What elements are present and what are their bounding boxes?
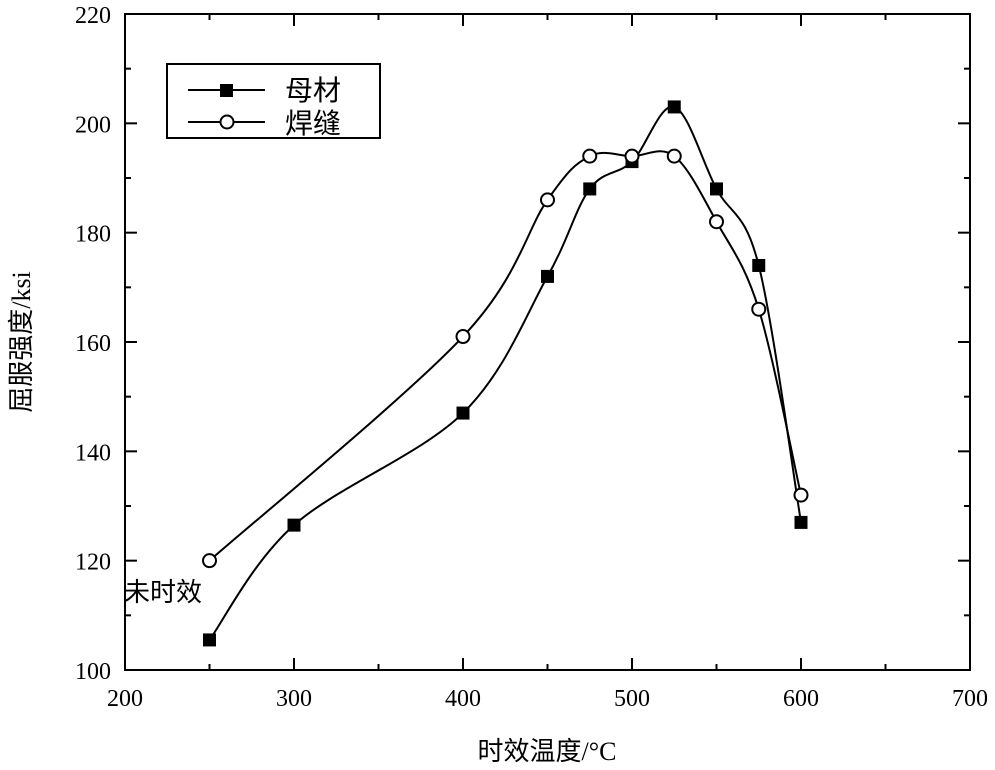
y-tick-label: 140 bbox=[75, 440, 111, 466]
legend-marker-square bbox=[220, 84, 233, 97]
data-point-square bbox=[456, 406, 470, 420]
y-tick-label: 220 bbox=[75, 3, 111, 29]
x-tick-label: 200 bbox=[107, 686, 143, 712]
data-point-square bbox=[710, 182, 723, 196]
x-tick-label: 400 bbox=[445, 686, 481, 712]
x-tick-label: 300 bbox=[276, 686, 312, 712]
data-point-circle bbox=[793, 487, 809, 503]
y-tick-label: 200 bbox=[75, 112, 111, 138]
data-point-circle bbox=[202, 553, 217, 569]
data-point-square bbox=[541, 269, 554, 283]
legend-marker-circle bbox=[219, 114, 235, 130]
data-point-square bbox=[203, 633, 216, 647]
x-tick-label: 500 bbox=[614, 686, 650, 712]
legend-label-base: 母材 bbox=[285, 75, 341, 107]
axis-ticks bbox=[124, 13, 971, 671]
data-point-circle bbox=[624, 148, 640, 164]
data-point-circle bbox=[751, 301, 767, 317]
series-markers bbox=[202, 100, 809, 647]
x-tick-label: 600 bbox=[783, 686, 819, 712]
data-point-square bbox=[583, 182, 597, 196]
y-tick-label: 180 bbox=[75, 222, 111, 248]
series-line-0 bbox=[208, 105, 802, 641]
data-point-circle bbox=[582, 148, 598, 164]
data-point-square bbox=[667, 100, 681, 114]
data-point-square bbox=[287, 518, 301, 532]
x-tick-label: 700 bbox=[952, 686, 988, 712]
x-axis-label: 时效温度/°C bbox=[478, 737, 617, 766]
data-point-circle bbox=[540, 192, 555, 208]
data-point-circle bbox=[709, 214, 724, 230]
annotation-unaged: 未时效 bbox=[124, 578, 202, 607]
legend-label-weld: 焊缝 bbox=[285, 108, 341, 140]
data-point-circle bbox=[666, 148, 682, 164]
data-point-square bbox=[752, 258, 766, 272]
y-tick-label: 160 bbox=[75, 331, 111, 357]
data-point-circle bbox=[455, 329, 471, 345]
legend: 母材 焊缝 bbox=[166, 63, 381, 140]
legend-box bbox=[166, 63, 381, 139]
y-tick-label: 100 bbox=[75, 659, 111, 685]
y-axis-label: 屈服强度/ksi bbox=[7, 271, 36, 413]
tick-labels: 200 300 400 500 600 700 100 120 140 160 180 200 220 bbox=[75, 3, 988, 712]
data-point-square bbox=[794, 515, 808, 529]
y-tick-label: 120 bbox=[75, 550, 111, 576]
